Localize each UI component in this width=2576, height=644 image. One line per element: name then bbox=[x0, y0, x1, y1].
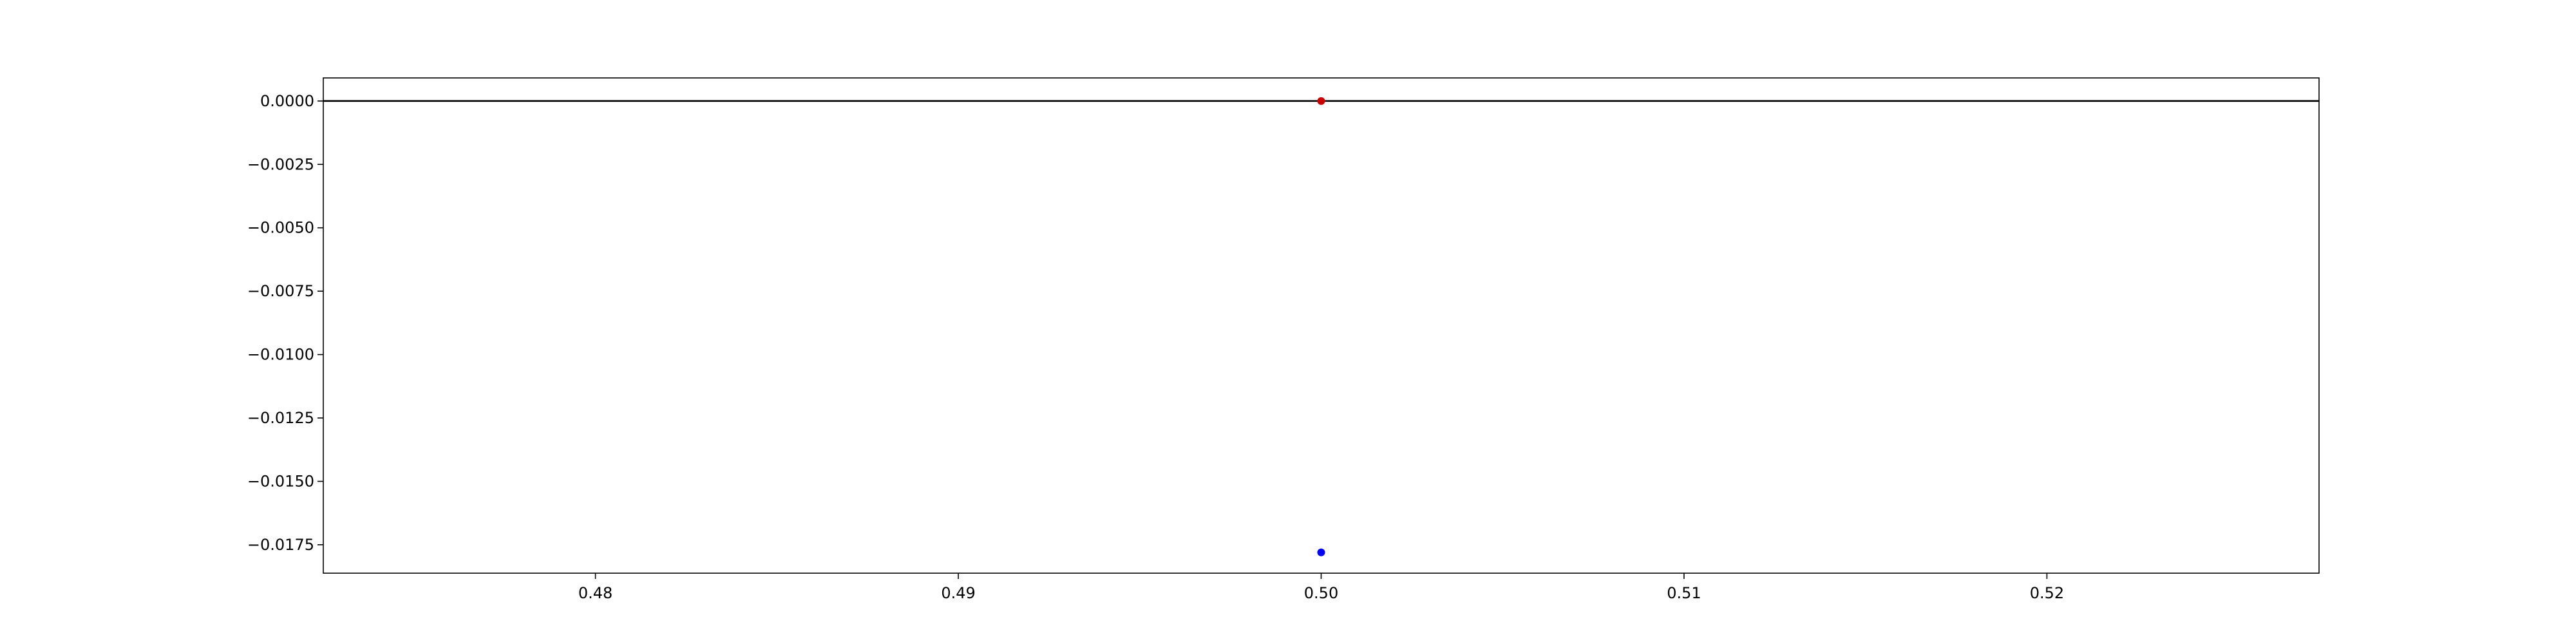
y-axis: 0.0000 −0.0025 −0.0050 −0.0075 −0.0100 −0.012… bbox=[247, 92, 323, 554]
y-tick-label-6: −0.0150 bbox=[247, 472, 314, 490]
y-tick-label-4: −0.0100 bbox=[247, 346, 314, 364]
y-tick-label-7: −0.0175 bbox=[247, 536, 314, 554]
points-layer bbox=[1317, 97, 1325, 556]
y-tick-label-5: −0.0125 bbox=[247, 409, 314, 427]
y-tick-label-0: 0.0000 bbox=[260, 92, 314, 110]
series-0-point-0 bbox=[1317, 97, 1325, 105]
x-tick-label-2: 0.50 bbox=[1304, 584, 1338, 602]
y-tick-label-2: −0.0050 bbox=[247, 219, 314, 237]
x-axis: 0.48 0.49 0.50 0.51 0.52 bbox=[578, 573, 2064, 602]
y-tick-label-3: −0.0075 bbox=[247, 282, 314, 300]
x-tick-label-1: 0.49 bbox=[941, 584, 975, 602]
series-1-point-0 bbox=[1317, 548, 1325, 556]
y-tick-label-1: −0.0025 bbox=[247, 155, 314, 173]
x-tick-label-3: 0.51 bbox=[1667, 584, 1701, 602]
x-tick-label-4: 0.52 bbox=[2030, 584, 2064, 602]
x-tick-label-0: 0.48 bbox=[578, 584, 612, 602]
